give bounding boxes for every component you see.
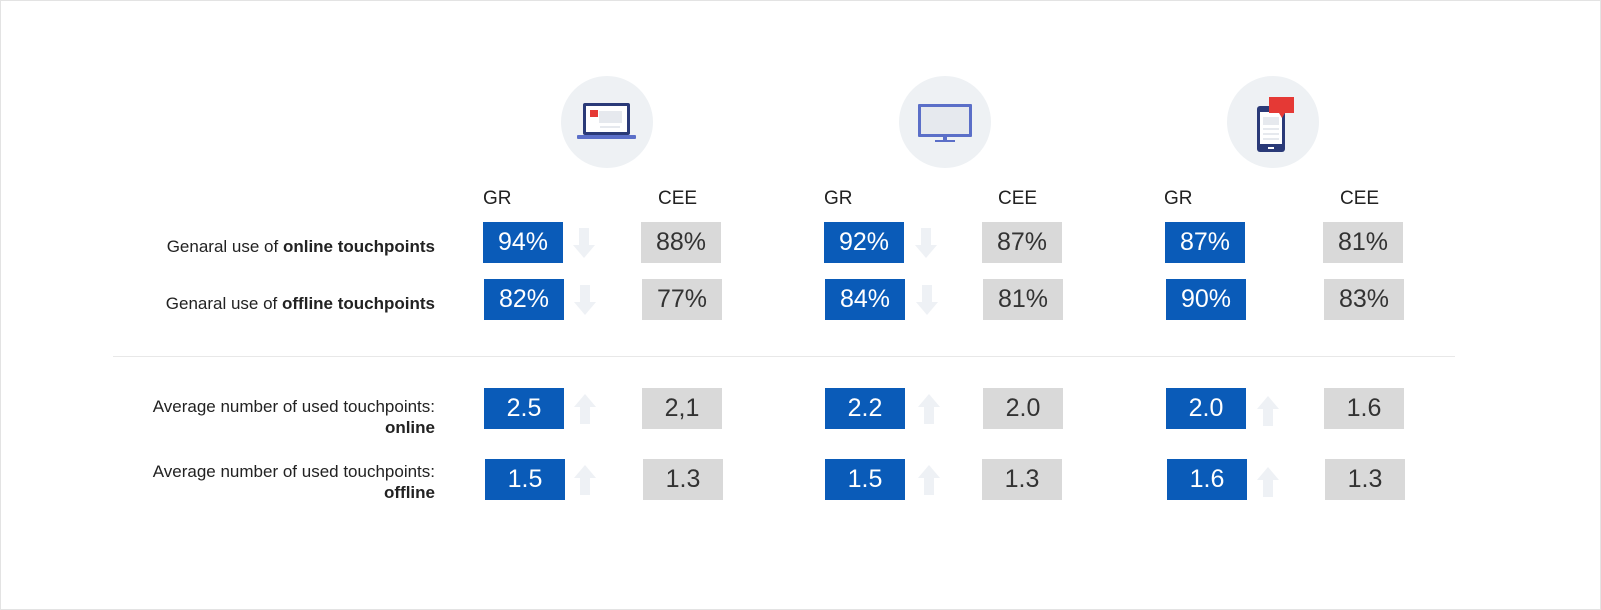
- value-box-gr: 94%: [483, 222, 563, 263]
- value-box-gr: 82%: [484, 279, 564, 320]
- laptop-icon: [561, 76, 653, 168]
- row-label-avg-offline: Average number of used touchpoints: offli…: [152, 462, 435, 502]
- col-header-cee-2: CEE: [998, 188, 1038, 209]
- row-label-offline-use: Genaral use of offline touchpoints: [165, 294, 435, 313]
- value-box-gr: 84%: [825, 279, 905, 320]
- value-box-gr: 1.6: [1167, 459, 1247, 500]
- value-box-cee: 1.3: [1325, 459, 1405, 500]
- value-box-cee: 1.6: [1324, 388, 1404, 429]
- trend-up-arrow-icon: [1257, 396, 1279, 426]
- col-header-gr-1: GR: [483, 188, 512, 209]
- value-box-gr: 90%: [1166, 279, 1246, 320]
- value-box-gr: 92%: [824, 222, 904, 263]
- trend-up-arrow-icon: [918, 465, 940, 495]
- value-box-cee: 1.3: [643, 459, 723, 500]
- col-header-gr-2: GR: [824, 188, 853, 209]
- value-box-gr: 2.2: [825, 388, 905, 429]
- trend-down-arrow-icon: [916, 285, 938, 315]
- trend-up-arrow-icon: [574, 394, 596, 424]
- col-header-gr-3: GR: [1164, 188, 1193, 209]
- value-box-cee: 81%: [1323, 222, 1403, 263]
- trend-down-arrow-icon: [915, 228, 937, 258]
- value-box-gr: 1.5: [485, 459, 565, 500]
- value-box-cee: 2.0: [983, 388, 1063, 429]
- col-header-cee-1: CEE: [658, 188, 698, 209]
- value-box-gr: 87%: [1165, 222, 1245, 263]
- col-header-cee-3: CEE: [1340, 188, 1380, 209]
- trend-down-arrow-icon: [574, 285, 596, 315]
- trend-up-arrow-icon: [1257, 467, 1279, 497]
- monitor-icon: [899, 76, 991, 168]
- value-box-cee: 2,1: [642, 388, 722, 429]
- value-box-gr: 1.5: [825, 459, 905, 500]
- trend-down-arrow-icon: [573, 228, 595, 258]
- value-box-gr: 2.5: [484, 388, 564, 429]
- smartphone-chat-icon: [1227, 76, 1319, 168]
- value-box-cee: 88%: [641, 222, 721, 263]
- value-box-cee: 87%: [982, 222, 1062, 263]
- value-box-cee: 83%: [1324, 279, 1404, 320]
- value-box-cee: 77%: [642, 279, 722, 320]
- section-divider: [113, 356, 1455, 357]
- trend-up-arrow-icon: [918, 394, 940, 424]
- value-box-cee: 81%: [983, 279, 1063, 320]
- row-label-online-use: Genaral use of online touchpoints: [166, 237, 435, 256]
- value-box-cee: 1.3: [982, 459, 1062, 500]
- value-box-gr: 2.0: [1166, 388, 1246, 429]
- trend-up-arrow-icon: [574, 465, 596, 495]
- row-label-avg-online: Average number of used touchpoints: onlin…: [152, 397, 435, 437]
